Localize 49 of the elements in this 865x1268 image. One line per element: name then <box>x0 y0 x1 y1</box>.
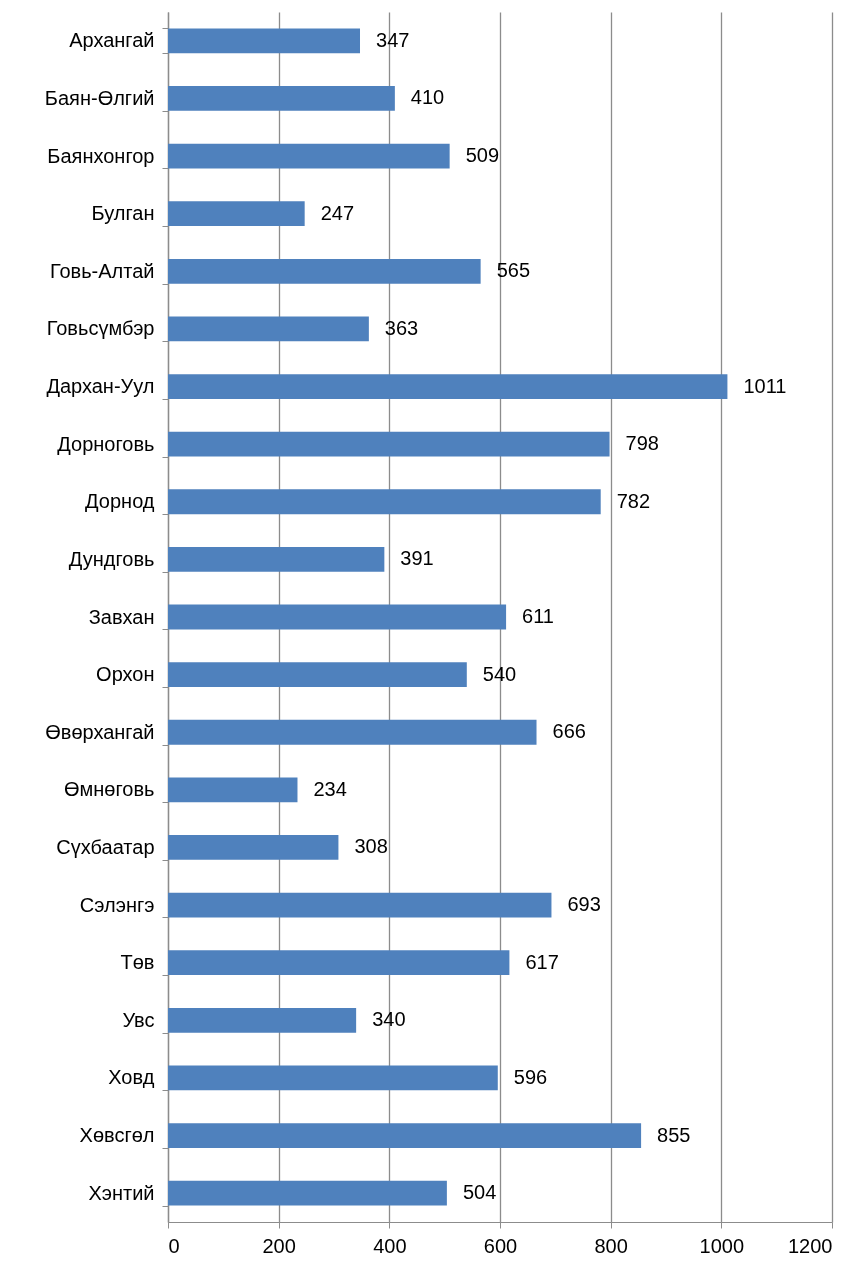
x-tick-label: 400 <box>373 1234 407 1257</box>
y-tick-label: Дорнод <box>85 490 155 513</box>
x-tick-label: 600 <box>483 1234 518 1257</box>
y-tick-label: Дундговь <box>68 547 155 570</box>
y-tick-label: Булган <box>91 202 155 225</box>
data-label: 509 <box>465 144 500 167</box>
data-label: 410 <box>410 86 445 109</box>
y-tick-label: Сүхбаатар <box>56 835 155 858</box>
data-label: 234 <box>313 777 347 800</box>
y-tick-label: Өмнөговь <box>64 778 155 801</box>
y-tick-label: Дорноговь <box>57 432 155 455</box>
y-tick-label: Орхон <box>96 663 155 686</box>
data-label: 340 <box>372 1008 406 1031</box>
y-tick-label: Хэнтий <box>88 1181 155 1204</box>
y-tick-label: Увс <box>122 1008 155 1031</box>
data-label: 596 <box>513 1065 548 1088</box>
y-tick-label: Завхан <box>88 605 155 628</box>
y-tick-label: Өвөрхангай <box>45 720 155 743</box>
data-label: 504 <box>462 1181 497 1204</box>
x-tick-label: 0 <box>168 1234 180 1257</box>
data-label: 540 <box>482 662 517 685</box>
data-label: 617 <box>525 950 559 973</box>
y-tick-label: Сэлэнгэ <box>79 893 155 916</box>
y-tick-label: Дархан-Уул <box>46 375 155 398</box>
data-label: 693 <box>567 893 601 916</box>
data-label: 391 <box>400 547 434 570</box>
data-label: 782 <box>616 489 651 512</box>
x-tick-label: 1200 <box>788 1234 833 1257</box>
data-label: 798 <box>625 432 659 455</box>
data-label: 308 <box>354 835 388 858</box>
x-tick-label: 800 <box>594 1234 628 1257</box>
data-label: 855 <box>657 1123 691 1146</box>
y-tick-label: Баян-Өлгий <box>44 86 155 109</box>
y-tick-label: Хөвсгөл <box>79 1124 155 1147</box>
data-label: 247 <box>320 201 355 224</box>
y-tick-label: Говь-Алтай <box>49 259 155 282</box>
data-label: 611 <box>522 605 554 627</box>
y-tick-label: Говьсүмбэр <box>46 317 155 340</box>
data-label: 666 <box>552 720 586 743</box>
data-label: 565 <box>496 259 531 282</box>
data-label: 363 <box>384 316 419 339</box>
x-tick-label: 200 <box>262 1234 296 1257</box>
y-tick-label: Архангай <box>69 29 155 52</box>
y-tick-label: Төв <box>120 951 155 974</box>
data-label: 347 <box>376 28 410 51</box>
data-label: 1011 <box>743 374 787 397</box>
y-tick-label: Ховд <box>108 1066 155 1089</box>
y-tick-label: Баянхонгор <box>47 144 155 167</box>
x-tick-label: 1000 <box>699 1234 745 1257</box>
